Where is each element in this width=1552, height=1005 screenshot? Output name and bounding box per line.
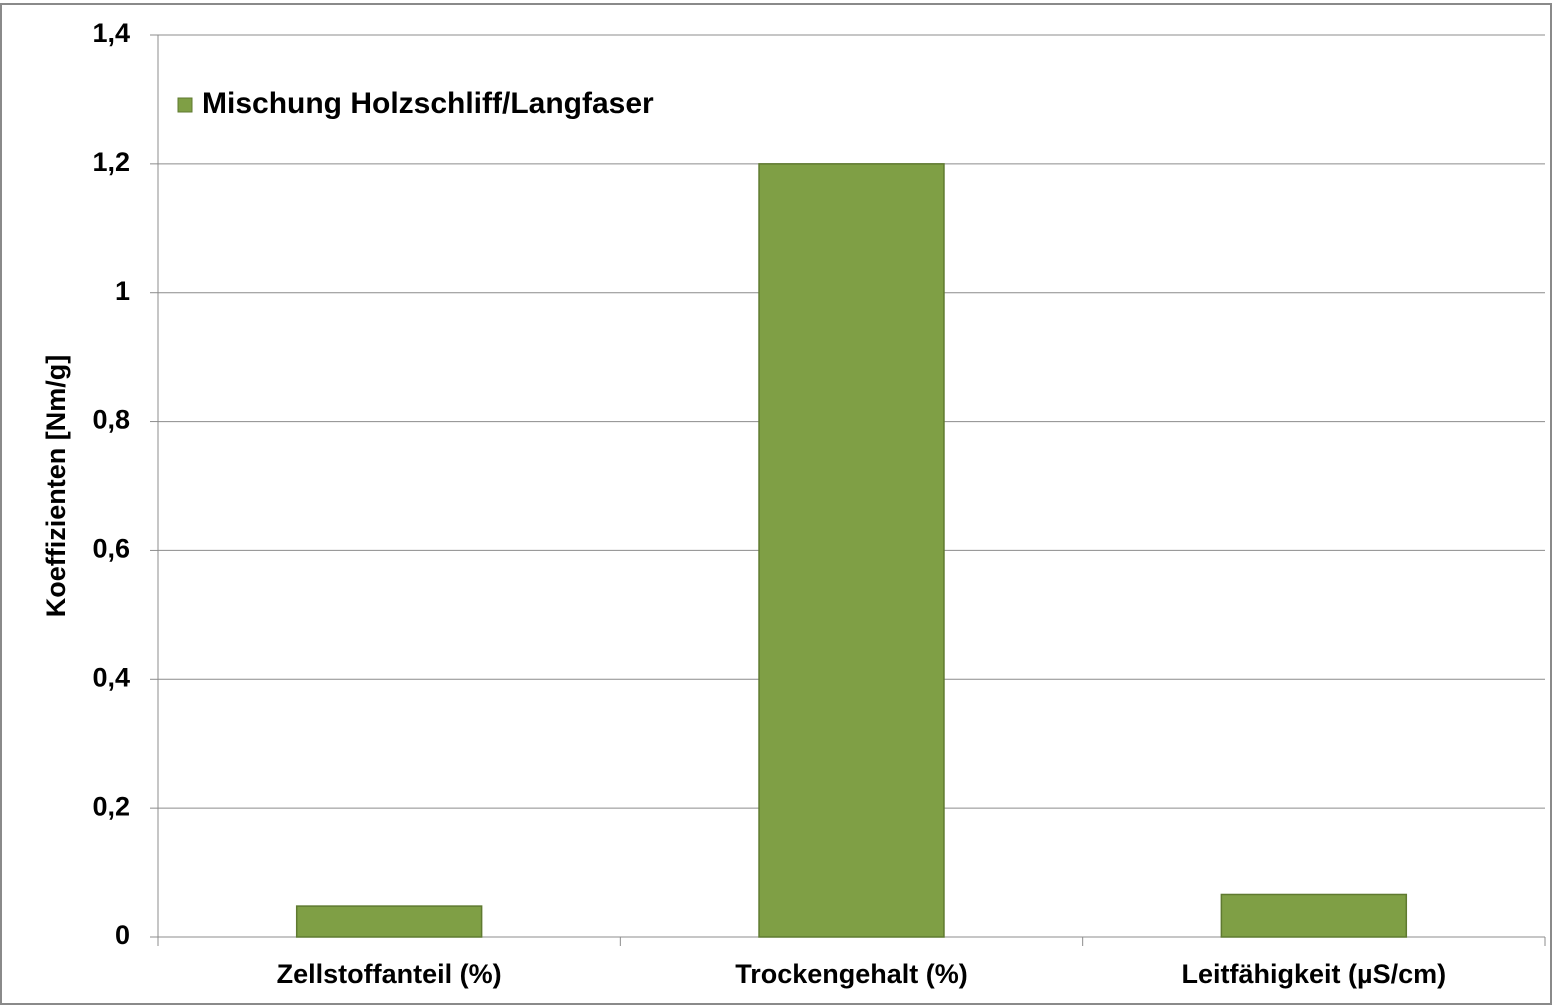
legend-label: Mischung Holzschliff/Langfaser: [202, 87, 654, 120]
y-tick-label: 0,2: [92, 791, 130, 821]
bar: [758, 163, 945, 938]
legend-swatch: [177, 97, 193, 113]
y-tick-label: 0,8: [92, 405, 130, 435]
y-tick-label: 0: [115, 920, 130, 950]
bar: [295, 905, 483, 938]
bar: [1220, 893, 1408, 938]
x-tick-label: Zellstoffanteil (%): [277, 959, 502, 989]
y-axis-title: Koeffizienten [Nm/g]: [41, 355, 71, 618]
chart-frame: [0, 3, 1552, 1005]
y-tick-label: 1,2: [92, 147, 130, 177]
y-tick-label: 0,6: [92, 534, 130, 564]
y-tick-label: 1,4: [92, 18, 130, 48]
x-tick-label: Trockengehalt (%): [735, 959, 968, 989]
y-tick-label: 1: [115, 276, 130, 306]
y-tick-label: 0,4: [92, 662, 130, 692]
x-tick-label: Leitfähigkeit (µS/cm): [1182, 959, 1447, 989]
